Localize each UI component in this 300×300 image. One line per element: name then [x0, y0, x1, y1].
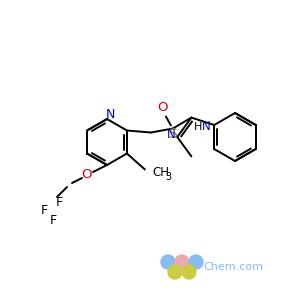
Text: N: N	[167, 128, 176, 140]
Text: O: O	[158, 101, 168, 114]
Circle shape	[189, 255, 203, 269]
Text: F: F	[50, 214, 57, 226]
Text: F: F	[56, 196, 63, 209]
Text: N: N	[202, 121, 211, 134]
Text: S: S	[169, 128, 177, 142]
Circle shape	[175, 255, 189, 269]
Circle shape	[161, 255, 175, 269]
Text: CH: CH	[152, 166, 169, 179]
Text: H: H	[194, 122, 202, 132]
Circle shape	[182, 265, 196, 279]
Text: O: O	[82, 169, 92, 182]
Text: F: F	[40, 205, 48, 218]
Text: 3: 3	[165, 172, 171, 182]
Circle shape	[168, 265, 182, 279]
Text: Chem.com: Chem.com	[203, 262, 263, 272]
Text: N: N	[105, 107, 115, 121]
